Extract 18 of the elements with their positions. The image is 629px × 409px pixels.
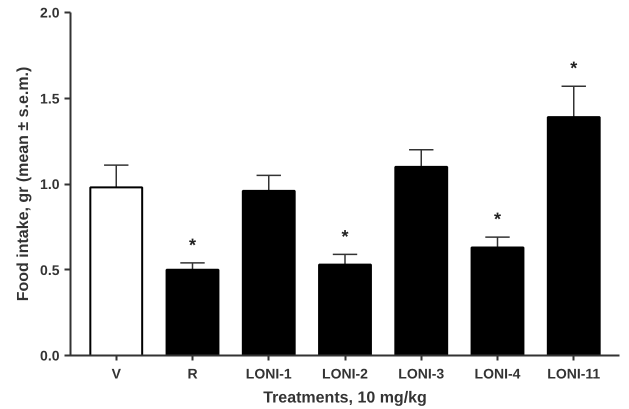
x-tick-label: LONI-4 [474,366,521,382]
x-tick-label: R [187,366,198,382]
data-label: * [189,234,196,255]
x-tick-label: LONI-3 [398,366,444,382]
y-axis-title: Food intake, gr (mean ± s.e.m.) [15,66,32,302]
y-tick-label: 1.5 [40,90,60,106]
x-axis-title: Treatments, 10 mg/kg [263,390,427,406]
y-tick-label: 0.0 [40,348,60,364]
data-label: * [342,226,349,246]
x-tick-label: LONI-1 [246,366,292,382]
y-tick-label: 1.0 [40,176,60,192]
y-tick-label: 2.0 [40,4,60,20]
y-tick-label: 0.5 [40,262,60,278]
x-tick-label: V [112,366,122,382]
data-label: * [494,209,502,230]
data-label: * [570,58,578,78]
x-tick-label: LONI-11 [547,366,600,382]
x-tick-label: LONI-2 [322,366,368,382]
